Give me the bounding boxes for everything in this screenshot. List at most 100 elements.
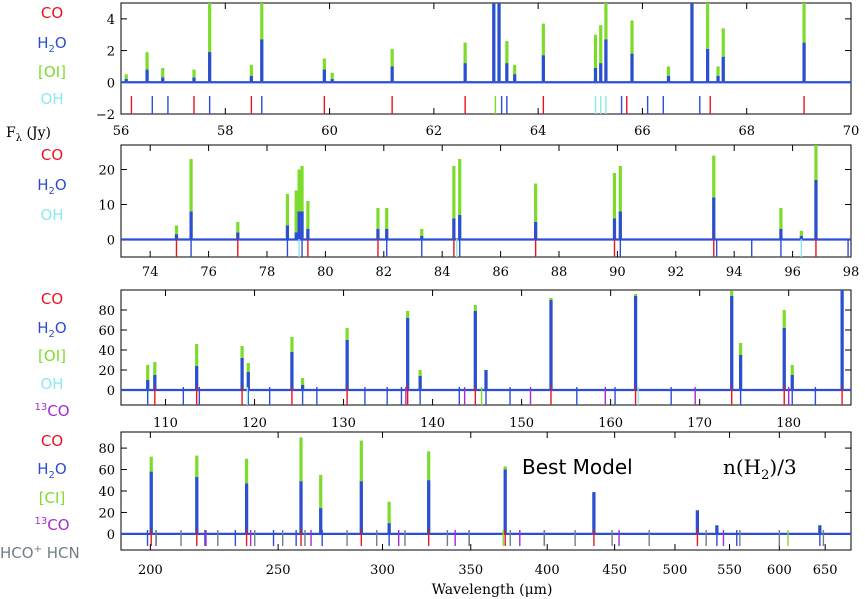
y-tick-label: −2: [96, 108, 115, 123]
y-tick-label: 20: [98, 164, 115, 179]
y-tick-label: 0: [107, 234, 115, 249]
line-total-bar: [599, 25, 603, 83]
y-tick-label: 60: [98, 464, 115, 479]
line-model-bar: [290, 352, 294, 390]
line-total-bar: [463, 42, 467, 83]
x-tick-label: 250: [266, 563, 291, 578]
legend-main: [OI]: [38, 63, 66, 81]
line-total-bar: [706, 3, 710, 83]
line-total-bar: [376, 208, 380, 240]
line-total-bar: [387, 501, 391, 534]
line-model-bar: [739, 355, 743, 390]
legend-oh: OH: [40, 206, 63, 224]
x-tick-label: 84: [434, 265, 451, 280]
legend-main: H: [37, 319, 48, 337]
line-model-bar: [592, 492, 596, 534]
legend-co: CO: [41, 146, 63, 164]
y-tick-label: 10: [98, 199, 115, 214]
line-model-bar: [599, 63, 603, 83]
line-model-bar: [503, 469, 507, 534]
legend-sub: 2: [49, 186, 55, 197]
line-model-bar: [541, 55, 545, 83]
legend-main: CO: [41, 146, 63, 164]
line-model-bar: [458, 215, 462, 240]
line-model-bar: [612, 218, 617, 240]
x-tick-label: 78: [259, 265, 276, 280]
line-total-bar: [124, 74, 128, 83]
density-annotation: n(H2)/3: [723, 455, 797, 483]
x-tick-label: 62: [426, 124, 443, 139]
line-model-bar: [149, 471, 153, 534]
legend-sub: 2: [49, 470, 55, 481]
line-model-bar: [779, 229, 783, 240]
y-tick-label: 4: [107, 13, 115, 28]
line-model-bar: [730, 296, 734, 390]
legend-main: H: [37, 34, 48, 52]
line-model-bar: [712, 197, 716, 240]
legend-main: OH: [40, 375, 63, 393]
line-model-bar: [195, 477, 199, 534]
line-model-bar: [484, 370, 488, 390]
line-total-bar: [294, 190, 298, 240]
x-tick-label: 94: [726, 265, 743, 280]
x-tick-label: 92: [668, 265, 685, 280]
line-model-bar: [299, 481, 303, 534]
legend-main: CO: [47, 516, 69, 534]
legend-13co: 13CO: [34, 402, 69, 420]
legend-oi: [CI]: [39, 489, 66, 507]
line-model-bar: [387, 523, 391, 534]
x-tick-label: 160: [598, 416, 623, 431]
line-total-bar: [721, 28, 725, 83]
line-model-bar: [497, 3, 501, 83]
line-total-bar: [192, 69, 196, 83]
line-model-bar: [706, 48, 710, 83]
x-tick-label: 88: [551, 265, 568, 280]
line-total-bar: [300, 166, 304, 240]
line-model-bar: [208, 52, 212, 83]
best-model-annotation: Best Model: [522, 455, 633, 479]
line-model-bar: [633, 296, 638, 390]
x-tick-label: 500: [663, 563, 688, 578]
line-total-bar: [249, 64, 253, 83]
x-tick-label: 70: [843, 124, 860, 139]
y-tick-label: 80: [98, 304, 115, 319]
y-tick-label: 20: [98, 506, 115, 521]
line-model-bar: [782, 328, 786, 390]
flux-label-sub: λ: [16, 133, 23, 144]
x-tick-label: 120: [242, 416, 267, 431]
legend-h2o: H2O: [37, 460, 66, 481]
line-total-bar: [161, 68, 165, 83]
y-tick-label: 0: [107, 76, 115, 91]
legend-main: HCO: [0, 544, 34, 562]
line-model-bar: [452, 218, 456, 240]
line-model-bar: [249, 75, 253, 83]
line-model-bar: [300, 211, 304, 240]
line-total-bar: [534, 183, 538, 240]
line-model-bar: [385, 229, 389, 240]
line-model-bar: [174, 234, 179, 240]
line-model-bar: [814, 180, 818, 240]
legend-co: CO: [41, 290, 63, 308]
x-tick-label: 58: [217, 124, 234, 139]
x-tick-label: 82: [376, 265, 393, 280]
line-model-bar: [297, 211, 301, 240]
line-model-bar: [505, 63, 509, 83]
line-model-bar: [189, 211, 193, 240]
line-model-bar: [161, 77, 165, 83]
line-model-bar: [715, 525, 719, 534]
legend-oi: [OI]: [38, 347, 66, 365]
line-model-bar: [246, 372, 250, 390]
line-model-bar: [260, 39, 264, 83]
legend-oi: [OI]: [38, 63, 66, 81]
x-tick-label: 96: [784, 265, 801, 280]
legend-main: [OI]: [38, 347, 66, 365]
line-total-bar: [618, 166, 622, 240]
line-model-bar: [666, 75, 671, 83]
y-tick-label: 2: [107, 45, 115, 60]
line-model-bar: [818, 525, 822, 534]
line-model-bar: [473, 311, 477, 390]
line-total-bar: [612, 173, 617, 240]
line-model-bar: [695, 510, 700, 534]
x-tick-label: 300: [370, 563, 395, 578]
line-total-bar: [390, 48, 394, 83]
